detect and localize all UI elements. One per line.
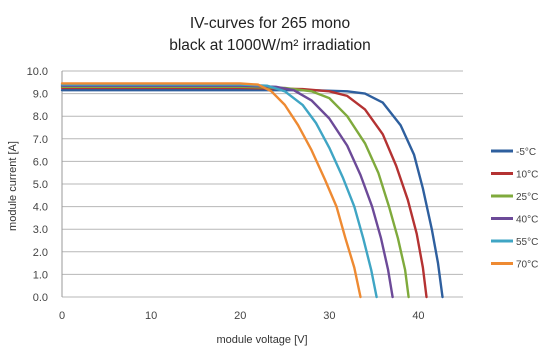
y-tick-label: 1.0: [33, 269, 48, 281]
x-axis-label: module voltage [V]: [216, 334, 307, 346]
y-tick-label: 8.0: [33, 111, 48, 123]
legend-label: 25°C: [516, 192, 538, 203]
y-tick-label: 0.0: [33, 292, 48, 304]
y-tick-label: 10.0: [27, 66, 48, 78]
y-tick-label: 2.0: [33, 247, 48, 259]
y-tick-label: 5.0: [33, 179, 48, 191]
series-line-4: [60, 84, 394, 299]
series-layer: [60, 82, 444, 299]
legend-label: 10°C: [516, 170, 538, 181]
series-line-3: [60, 85, 410, 299]
chart-title-line-1: IV-curves for 265 mono: [190, 15, 350, 32]
legend-label: -5°C: [516, 147, 536, 158]
series-line-6: [60, 82, 362, 299]
chart-title-line-2: black at 1000W/m² irradiation: [169, 37, 371, 54]
x-tick-label: 10: [145, 310, 157, 322]
legend-label: 70°C: [516, 260, 538, 271]
y-tick-label: 3.0: [33, 224, 48, 236]
y-tick-label: 4.0: [33, 202, 48, 214]
y-tick-labels: 0.0 1.0 2.0 3.0 4.0 5.0 6.0 7.0 8.0 9.0 10.0: [27, 66, 48, 304]
y-tick-label: 6.0: [33, 156, 48, 168]
x-tick-label: 0: [59, 310, 65, 322]
x-tick-label: 40: [412, 310, 424, 322]
y-tick-label: 9.0: [33, 89, 48, 101]
y-tick-label: 7.0: [33, 134, 48, 146]
series-line-1: [60, 89, 444, 299]
series-line-2: [60, 86, 428, 299]
legend-label: 40°C: [516, 215, 538, 226]
x-tick-label: 30: [323, 310, 335, 322]
y-axis-label: module current [A]: [7, 141, 19, 231]
legend: -5°C 10°C 25°C 40°C 55°C 70°C: [491, 147, 538, 271]
x-tick-labels: 0 10 20 30 40: [59, 310, 425, 322]
grid-layer: [61, 70, 463, 298]
legend-label: 55°C: [516, 237, 538, 248]
x-tick-label: 20: [234, 310, 246, 322]
